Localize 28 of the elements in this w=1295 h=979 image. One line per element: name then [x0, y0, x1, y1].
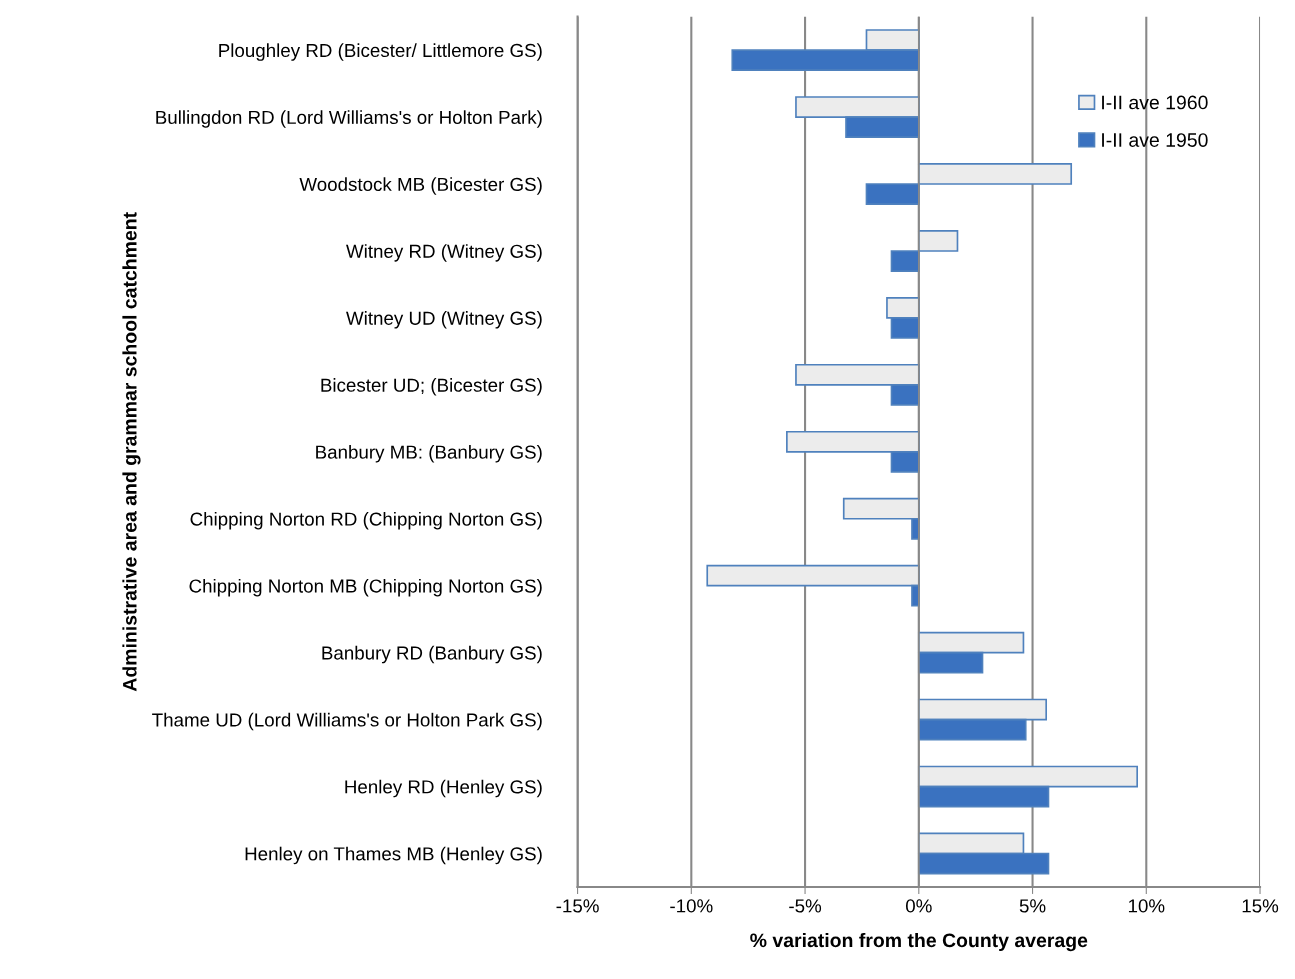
y-tick-label: Banbury RD (Banbury GS)	[322, 645, 542, 664]
x-tick-label: -15%	[556, 899, 599, 913]
legend-label: I-II ave 1960	[1102, 95, 1208, 110]
bar	[917, 163, 1073, 185]
y-tick-label: Bullingdon RD (Lord Williams's or Holton Park)	[156, 110, 542, 128]
bar	[917, 230, 959, 252]
y-tick-label: Chipping Norton MB (Chipping Norton GS)	[189, 578, 542, 597]
y-tick-label: Henley on Thames MB (Henley GS)	[245, 846, 542, 865]
y-tick-label: Witney RD (Witney GS)	[346, 244, 542, 262]
y-tick-label: Witney UD (Witney GS)	[346, 311, 542, 329]
bar	[865, 183, 920, 205]
x-tick-label: -10%	[670, 899, 713, 913]
legend-label: I-II ave 1950	[1102, 133, 1208, 147]
y-tick-label: Chipping Norton RD (Chipping Norton GS)	[190, 511, 542, 530]
x-tick-label: 15%	[1242, 899, 1279, 913]
y-tick-label: Henley RD (Henley GS)	[345, 779, 542, 798]
y-tick-label: Banbury MB: (Banbury GS)	[316, 445, 542, 463]
y-tick-label: Thame UD (Lord Williams's or Holton Park GS)	[152, 712, 542, 731]
y-axis-title: Administrative area and grammar school catchment	[122, 212, 141, 692]
y-tick-label: Bicester UD; (Bicester GS)	[321, 378, 542, 396]
x-tick-label: 0%	[905, 899, 932, 913]
x-tick-label: -5%	[789, 899, 822, 913]
x-tick-label: 5%	[1019, 899, 1046, 913]
y-tick-label: Woodstock MB (Bicester GS)	[299, 177, 542, 195]
bar	[890, 250, 920, 272]
x-axis-title: % variation from the County average	[750, 932, 1088, 952]
y-tick-label: Ploughley RD (Bicester/ Littlemore GS)	[219, 43, 542, 61]
x-tick-label: 10%	[1128, 899, 1165, 913]
